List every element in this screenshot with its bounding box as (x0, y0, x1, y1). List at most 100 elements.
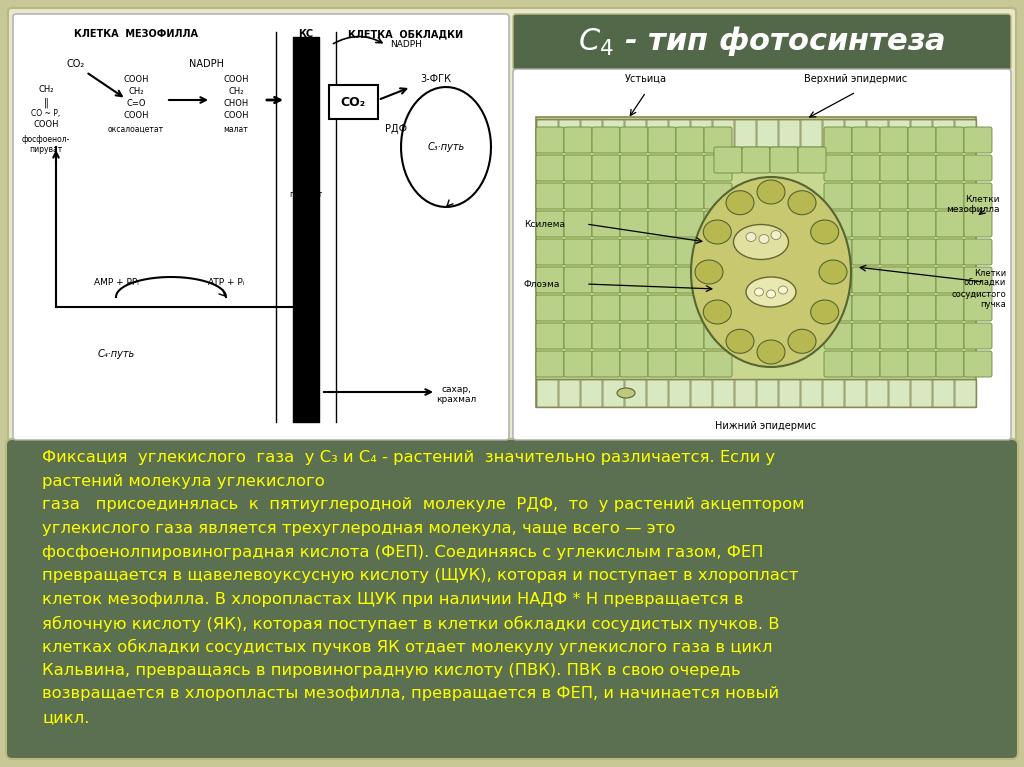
FancyBboxPatch shape (824, 127, 852, 153)
FancyBboxPatch shape (620, 155, 648, 181)
FancyBboxPatch shape (823, 380, 844, 407)
FancyBboxPatch shape (648, 323, 676, 349)
FancyBboxPatch shape (676, 267, 705, 293)
FancyBboxPatch shape (564, 295, 592, 321)
Text: CO ~ P,: CO ~ P, (32, 109, 60, 118)
Text: фосфоенол-: фосфоенол- (22, 135, 71, 144)
FancyBboxPatch shape (592, 127, 620, 153)
FancyBboxPatch shape (964, 183, 992, 209)
FancyBboxPatch shape (676, 351, 705, 377)
FancyBboxPatch shape (620, 127, 648, 153)
FancyBboxPatch shape (620, 211, 648, 237)
FancyBboxPatch shape (824, 183, 852, 209)
FancyBboxPatch shape (647, 120, 668, 147)
FancyBboxPatch shape (852, 295, 880, 321)
Text: COOH: COOH (123, 111, 148, 120)
Text: CO₂: CO₂ (67, 59, 85, 69)
FancyBboxPatch shape (705, 211, 732, 237)
FancyBboxPatch shape (908, 295, 936, 321)
FancyBboxPatch shape (620, 239, 648, 265)
FancyBboxPatch shape (801, 120, 822, 147)
Ellipse shape (703, 300, 731, 324)
FancyBboxPatch shape (908, 183, 936, 209)
Text: NADPH: NADPH (390, 40, 422, 49)
FancyBboxPatch shape (735, 380, 756, 407)
Ellipse shape (819, 260, 847, 284)
FancyBboxPatch shape (889, 380, 910, 407)
Ellipse shape (617, 388, 635, 398)
FancyBboxPatch shape (936, 127, 964, 153)
Ellipse shape (811, 300, 839, 324)
Text: COOH: COOH (293, 176, 318, 185)
FancyBboxPatch shape (603, 120, 624, 147)
Text: COOH: COOH (223, 111, 249, 120)
Ellipse shape (767, 290, 775, 298)
Ellipse shape (726, 191, 754, 215)
Text: C=O: C=O (126, 99, 145, 108)
Text: AMP + PPᵢ: AMP + PPᵢ (93, 278, 138, 287)
FancyBboxPatch shape (625, 380, 646, 407)
FancyBboxPatch shape (798, 147, 826, 173)
FancyBboxPatch shape (911, 380, 932, 407)
FancyBboxPatch shape (933, 120, 954, 147)
FancyBboxPatch shape (757, 120, 778, 147)
FancyBboxPatch shape (620, 183, 648, 209)
Text: пируват: пируват (290, 190, 323, 199)
FancyBboxPatch shape (705, 351, 732, 377)
FancyBboxPatch shape (564, 267, 592, 293)
FancyBboxPatch shape (852, 267, 880, 293)
FancyBboxPatch shape (513, 14, 1011, 70)
FancyBboxPatch shape (620, 267, 648, 293)
FancyBboxPatch shape (648, 239, 676, 265)
FancyBboxPatch shape (648, 351, 676, 377)
Ellipse shape (788, 329, 816, 354)
Text: превращается в щавелевоуксусную кислоту (ЩУК), которая и поступает в хлоропласт: превращается в щавелевоуксусную кислоту … (42, 568, 799, 584)
FancyBboxPatch shape (824, 351, 852, 377)
FancyBboxPatch shape (581, 380, 602, 407)
Bar (536, 379, 976, 407)
Ellipse shape (759, 235, 769, 243)
Ellipse shape (788, 191, 816, 215)
Text: клетках обкладки сосудистых пучков ЯК отдает молекулу углекислого газа в цикл: клетках обкладки сосудистых пучков ЯК от… (42, 639, 773, 655)
FancyBboxPatch shape (880, 127, 908, 153)
FancyBboxPatch shape (6, 439, 1018, 759)
FancyBboxPatch shape (705, 155, 732, 181)
FancyBboxPatch shape (705, 183, 732, 209)
Text: CH₂: CH₂ (128, 87, 143, 96)
FancyBboxPatch shape (705, 267, 732, 293)
FancyBboxPatch shape (757, 380, 778, 407)
FancyBboxPatch shape (603, 380, 624, 407)
FancyBboxPatch shape (964, 295, 992, 321)
FancyBboxPatch shape (801, 380, 822, 407)
FancyBboxPatch shape (648, 155, 676, 181)
FancyBboxPatch shape (908, 155, 936, 181)
Text: CH₃: CH₃ (298, 152, 313, 161)
FancyBboxPatch shape (823, 120, 844, 147)
FancyBboxPatch shape (908, 267, 936, 293)
FancyBboxPatch shape (852, 127, 880, 153)
Text: растений молекула углекислого: растений молекула углекислого (42, 474, 325, 489)
Ellipse shape (695, 260, 723, 284)
FancyBboxPatch shape (536, 155, 564, 181)
Text: ATP + Pᵢ: ATP + Pᵢ (208, 278, 244, 287)
FancyBboxPatch shape (824, 155, 852, 181)
FancyBboxPatch shape (564, 183, 592, 209)
FancyBboxPatch shape (867, 120, 888, 147)
Text: COOH: COOH (223, 75, 249, 84)
FancyBboxPatch shape (867, 380, 888, 407)
Text: Клетки
обкладки
сосудистого
пучка: Клетки обкладки сосудистого пучка (951, 268, 1006, 309)
FancyBboxPatch shape (536, 183, 564, 209)
Text: оксалоацетат: оксалоацетат (108, 125, 164, 134)
FancyBboxPatch shape (779, 120, 800, 147)
FancyBboxPatch shape (564, 211, 592, 237)
FancyBboxPatch shape (908, 351, 936, 377)
FancyBboxPatch shape (964, 351, 992, 377)
Text: С₃·путь: С₃·путь (427, 142, 465, 152)
FancyBboxPatch shape (964, 323, 992, 349)
FancyBboxPatch shape (676, 183, 705, 209)
FancyBboxPatch shape (936, 323, 964, 349)
Ellipse shape (757, 180, 785, 204)
FancyBboxPatch shape (564, 239, 592, 265)
FancyBboxPatch shape (880, 183, 908, 209)
FancyBboxPatch shape (845, 380, 866, 407)
